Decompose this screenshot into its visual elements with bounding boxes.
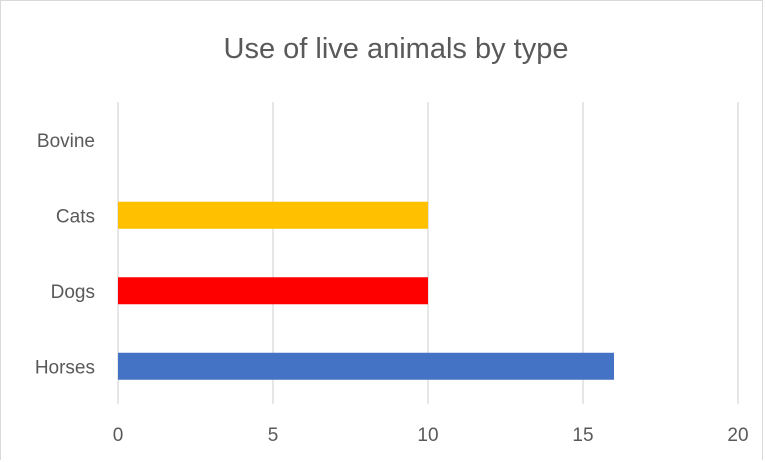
category-label-bovine: Bovine (37, 131, 95, 152)
chart-title: Use of live animals by type (224, 33, 569, 65)
x-tick-label-10: 10 (417, 425, 438, 446)
category-label-cats: Cats (56, 206, 95, 227)
x-tick-labels: 0 5 10 15 20 (113, 425, 749, 446)
x-tick-label-5: 5 (268, 425, 279, 446)
bar-horses (118, 352, 614, 380)
category-labels: Horses Dogs Cats Bovine (35, 131, 95, 379)
category-label-dogs: Dogs (51, 282, 95, 303)
bars (118, 201, 614, 380)
bar-dogs (118, 277, 428, 305)
x-tick-label-15: 15 (572, 425, 593, 446)
category-label-horses: Horses (35, 357, 95, 378)
bar-cats (118, 201, 428, 229)
x-tick-label-0: 0 (113, 425, 124, 446)
x-tick-label-20: 20 (727, 425, 748, 446)
